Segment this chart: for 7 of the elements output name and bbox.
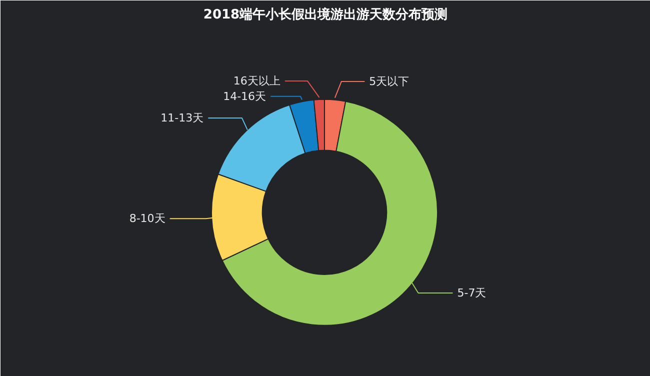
slice-label: 11-13天 — [160, 111, 204, 124]
slice-label: 8-10天 — [129, 212, 166, 226]
chart-title: 2018端午小长假出境游出游天数分布预测 — [203, 6, 448, 22]
slice-label: 14-16天 — [223, 90, 266, 103]
slice-label: 16天以上 — [233, 74, 280, 88]
slice-label: 5天以下 — [369, 74, 410, 88]
slice-label: 5-7天 — [457, 286, 486, 300]
